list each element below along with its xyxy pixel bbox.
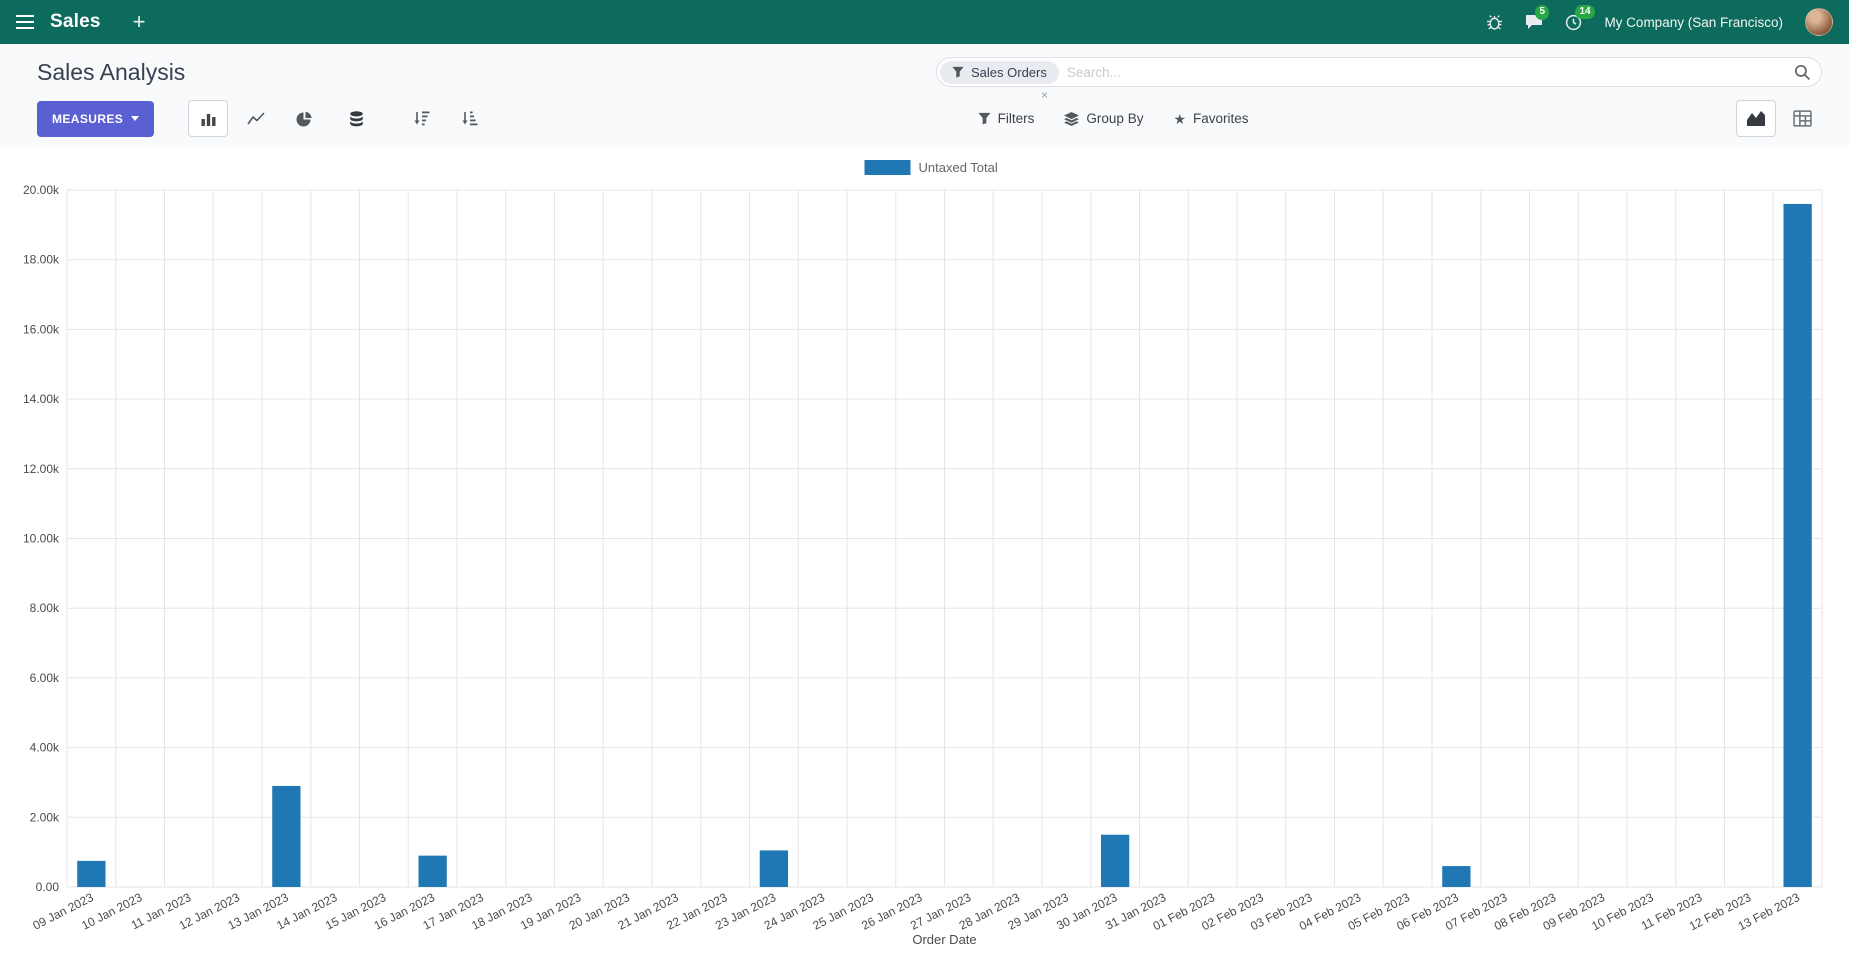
activity-count-badge[interactable]: 14 — [1575, 4, 1595, 19]
top-navbar: Sales + 5 14 My Company (San Francisco) — [0, 0, 1849, 44]
chart-bar[interactable] — [418, 855, 447, 887]
y-tick-label: 18.00k — [23, 253, 60, 267]
sort-asc-icon — [462, 111, 478, 126]
pie-chart-button[interactable] — [284, 100, 324, 137]
chart-bar[interactable] — [77, 860, 106, 887]
search-bar[interactable]: Sales Orders × — [936, 57, 1822, 101]
company-menu[interactable]: My Company (San Francisco) — [1604, 14, 1783, 30]
graph-view-button[interactable] — [1736, 100, 1776, 137]
sort-descending-button[interactable] — [402, 100, 442, 137]
filters-label: Filters — [997, 111, 1035, 126]
funnel-icon — [978, 112, 991, 125]
stacked-toggle-button[interactable] — [336, 100, 376, 137]
app-name[interactable]: Sales — [50, 11, 101, 32]
clock-icon[interactable]: 14 — [1565, 4, 1595, 31]
y-tick-label: 4.00k — [30, 741, 60, 755]
legend-label[interactable]: Untaxed Total — [919, 160, 998, 175]
legend-swatch[interactable] — [864, 160, 911, 175]
menu-icon[interactable] — [16, 15, 34, 29]
chart-type-group — [188, 100, 324, 137]
sort-desc-icon — [414, 111, 430, 126]
pivot-icon — [1792, 110, 1812, 127]
facet-remove-button[interactable]: × — [1041, 88, 1049, 102]
y-tick-label: 2.00k — [30, 810, 60, 824]
bar-chart-button[interactable] — [188, 100, 229, 137]
group-by-button[interactable]: Group By — [1064, 111, 1143, 126]
funnel-icon — [952, 66, 964, 78]
y-tick-label: 12.00k — [23, 462, 60, 476]
search-icon[interactable] — [1794, 64, 1811, 81]
layers-icon — [1064, 111, 1080, 126]
message-count-badge[interactable]: 5 — [1535, 5, 1549, 20]
favorites-button[interactable]: ★ Favorites — [1173, 111, 1248, 126]
chart-bar[interactable] — [759, 850, 789, 887]
chart-area: 0.00 2.00k 4.00k 6.00k 8.00k 10.00k 12.00k 14.0… — [0, 145, 1849, 959]
page-title: Sales Analysis — [37, 58, 186, 85]
bug-icon[interactable] — [1486, 14, 1503, 31]
caret-down-icon — [131, 116, 140, 121]
measures-button[interactable]: MEASURES — [37, 100, 155, 137]
y-tick-label: 8.00k — [30, 601, 60, 615]
search-facet-sales-orders[interactable]: Sales Orders — [940, 60, 1059, 84]
search-options: Filters Group By ★ Favorites — [978, 111, 1249, 126]
bar-chart-icon — [201, 113, 216, 126]
pie-chart-icon — [296, 111, 312, 126]
search-input[interactable] — [1058, 64, 1794, 80]
y-tick-label: 16.00k — [23, 322, 60, 336]
chart-bar[interactable] — [1442, 866, 1471, 887]
y-tick-label: 0.00 — [36, 880, 60, 894]
group-by-label: Group By — [1086, 111, 1144, 126]
user-avatar[interactable] — [1805, 8, 1833, 36]
control-panel: Sales Analysis Sales Orders × MEASURES — [0, 44, 1849, 145]
line-chart-button[interactable] — [236, 100, 276, 137]
line-chart-icon — [247, 112, 265, 125]
favorites-label: Favorites — [1193, 111, 1249, 126]
chart-bar[interactable] — [272, 785, 301, 887]
y-tick-label: 6.00k — [30, 671, 60, 685]
measures-label: MEASURES — [52, 111, 124, 126]
plus-icon[interactable]: + — [132, 9, 146, 34]
topbar-right: 5 14 My Company (San Francisco) — [1486, 4, 1833, 36]
y-tick-label: 20.00k — [23, 183, 60, 197]
area-chart-icon — [1747, 111, 1765, 126]
search-facet-label: Sales Orders — [971, 64, 1047, 80]
pivot-view-button[interactable] — [1782, 100, 1822, 137]
sales-chart[interactable]: 0.00 2.00k 4.00k 6.00k 8.00k 10.00k 12.00k 14.0… — [0, 145, 1849, 959]
filters-button[interactable]: Filters — [978, 111, 1035, 126]
chart-bar[interactable] — [1100, 834, 1130, 887]
x-axis-title: Order Date — [912, 932, 976, 947]
view-switcher — [1736, 100, 1822, 137]
y-tick-label: 14.00k — [23, 392, 60, 406]
chat-icon[interactable]: 5 — [1525, 5, 1549, 30]
sort-ascending-button[interactable] — [450, 100, 490, 137]
y-tick-label: 10.00k — [23, 532, 60, 546]
star-icon: ★ — [1173, 110, 1187, 127]
stacked-icon — [349, 110, 363, 126]
chart-bar[interactable] — [1783, 203, 1812, 887]
